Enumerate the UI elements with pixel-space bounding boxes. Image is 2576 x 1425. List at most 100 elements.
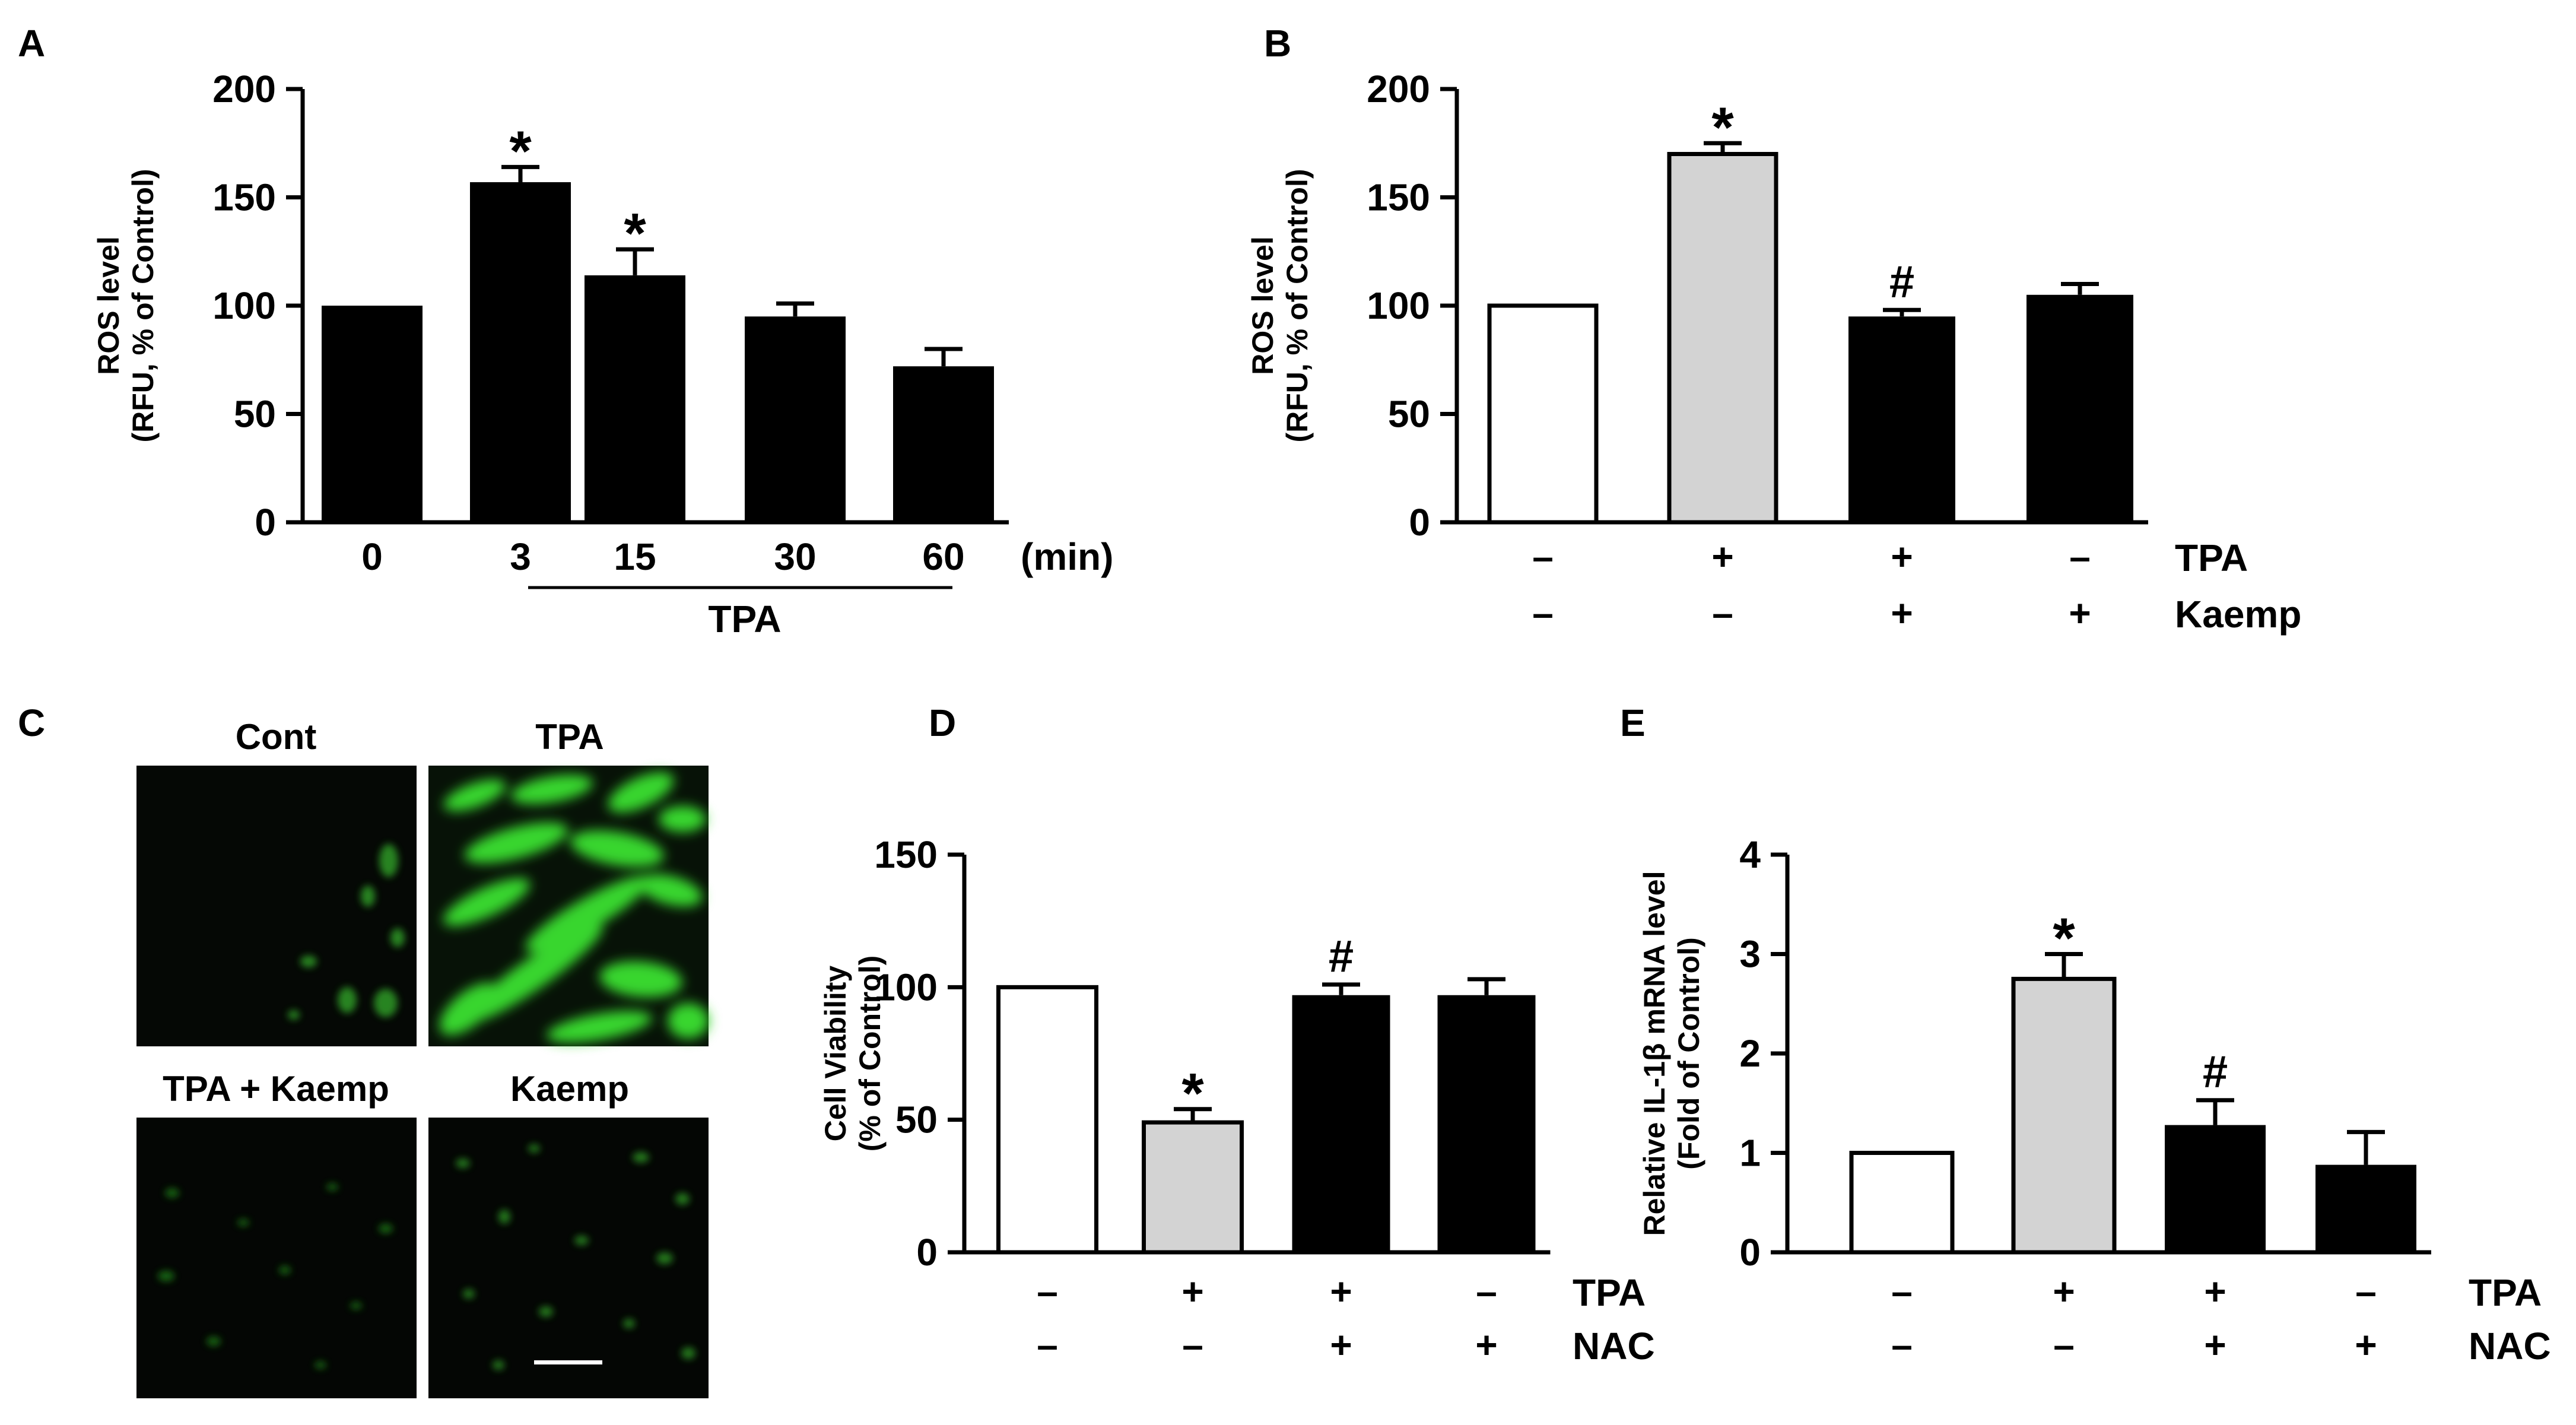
x-tick-label: 0 — [361, 535, 383, 578]
micrograph-panel: Cont TPA — [136, 717, 709, 1398]
x-unit-label: (min) — [1021, 535, 1113, 578]
bar — [2315, 1164, 2416, 1252]
y-tick-label: 150 — [212, 176, 276, 219]
micrograph-label-kaemp: Kaemp — [510, 1069, 629, 1109]
scale-bar — [534, 1360, 602, 1364]
bar — [893, 366, 994, 522]
panel-letter-e: E — [1620, 702, 1646, 744]
panel-letter-b: B — [1264, 22, 1291, 65]
cont-cells — [288, 844, 405, 1020]
significance-mark: # — [2203, 1047, 2228, 1097]
significance-mark: * — [624, 202, 646, 265]
y-tick-label: 0 — [1739, 1231, 1761, 1274]
chart-e: 0 1 2 3 4 Relative IL-1β mRNA level (Fold of C… — [1638, 833, 2551, 1367]
condition-sign: + — [1891, 592, 1913, 634]
micrograph-label-cont: Cont — [236, 717, 317, 757]
bar — [2011, 976, 2117, 1255]
y-axis-label: Relative IL-1β mRNA level — [1638, 871, 1671, 1236]
condition-label: NAC — [1573, 1325, 1655, 1367]
y-tick-label: 50 — [234, 393, 276, 436]
y-axis-label: Cell Viability — [819, 966, 852, 1142]
y-tick-label: 150 — [1367, 176, 1430, 219]
significance-mark: * — [1711, 96, 1734, 159]
y-tick-label: 0 — [916, 1231, 938, 1274]
bar — [745, 316, 846, 522]
bar — [1142, 1120, 1244, 1255]
significance-mark: * — [2053, 907, 2075, 970]
y-tick-label: 0 — [1409, 501, 1430, 544]
bar — [585, 275, 685, 522]
condition-sign: – — [2053, 1324, 2075, 1366]
condition-sign: + — [2204, 1270, 2226, 1313]
y-tick-label: 100 — [212, 284, 276, 327]
tpa-cells — [439, 772, 709, 1043]
bar — [2027, 294, 2133, 522]
condition-sign: – — [1476, 1270, 1497, 1313]
tpa-kaemp-cells — [158, 1183, 393, 1369]
y-tick-label: 150 — [874, 833, 938, 876]
x-tick-label: 3 — [510, 535, 531, 578]
condition-sign: + — [2053, 1270, 2075, 1313]
significance-mark: * — [509, 119, 532, 183]
bar — [1849, 1151, 1955, 1255]
x-tick-label: 15 — [614, 535, 656, 578]
panel-letter-c: C — [18, 702, 45, 744]
condition-sign: + — [1711, 535, 1733, 578]
condition-sign: + — [1330, 1270, 1352, 1313]
panel-letter-d: D — [929, 702, 956, 744]
bar — [1667, 152, 1778, 525]
chart-d: 0 50 100 150 Cell Viability (% of Control) * # –… — [819, 833, 1655, 1367]
bar — [2165, 1125, 2266, 1252]
condition-sign: + — [1475, 1324, 1497, 1366]
bar — [322, 306, 423, 522]
y-axis-label: (RFU, % of Control) — [126, 169, 160, 442]
bar — [1292, 995, 1390, 1252]
condition-label: TPA — [2175, 537, 2248, 579]
bar — [996, 985, 1098, 1255]
condition-label: TPA — [1573, 1271, 1646, 1314]
y-tick-label: 0 — [255, 501, 276, 544]
significance-mark: # — [1329, 931, 1354, 982]
condition-sign: – — [1891, 1324, 1913, 1366]
y-tick-label: 200 — [212, 68, 276, 110]
significance-mark: * — [1181, 1062, 1204, 1125]
y-axis-label: (% of Control) — [853, 956, 887, 1151]
condition-sign: + — [2355, 1324, 2377, 1366]
micrograph-tpa-kaemp — [136, 1118, 417, 1398]
condition-sign: – — [2069, 535, 2091, 578]
condition-sign: – — [1532, 535, 1554, 578]
y-axis-label: ROS level — [1246, 236, 1279, 375]
y-tick-label: 2 — [1739, 1032, 1761, 1075]
chart-b: 0 50 100 150 200 ROS level (RFU, % of Control)… — [1246, 68, 2301, 636]
y-axis-label: ROS level — [92, 236, 125, 375]
bar — [1437, 995, 1536, 1252]
kaemp-cells — [456, 1144, 695, 1370]
condition-sign: + — [2204, 1324, 2226, 1366]
y-tick-label: 50 — [1388, 393, 1430, 436]
y-tick-label: 4 — [1739, 833, 1761, 876]
condition-sign: – — [1037, 1324, 1058, 1366]
group-label: TPA — [708, 598, 781, 640]
x-tick-label: 60 — [922, 535, 964, 578]
y-axis-label: (RFU, % of Control) — [1281, 169, 1314, 442]
y-tick-label: 1 — [1739, 1132, 1761, 1175]
condition-sign: + — [1891, 535, 1913, 578]
condition-sign: + — [1330, 1324, 1352, 1366]
condition-label: TPA — [2469, 1271, 2542, 1314]
y-tick-label: 3 — [1739, 933, 1761, 976]
condition-sign: – — [1712, 592, 1733, 634]
condition-label: Kaemp — [2175, 593, 2301, 636]
x-tick-label: 30 — [774, 535, 816, 578]
micrograph-label-tpa: TPA — [535, 717, 604, 757]
condition-sign: – — [1037, 1270, 1058, 1313]
condition-sign: – — [1891, 1270, 1913, 1313]
y-tick-label: 50 — [895, 1099, 938, 1141]
y-tick-label: 100 — [1367, 284, 1430, 327]
micrograph-label-tpa-kaemp: TPA + Kaemp — [163, 1069, 389, 1109]
condition-sign: + — [2069, 592, 2091, 634]
condition-sign: – — [2355, 1270, 2377, 1313]
condition-label: NAC — [2469, 1325, 2551, 1367]
